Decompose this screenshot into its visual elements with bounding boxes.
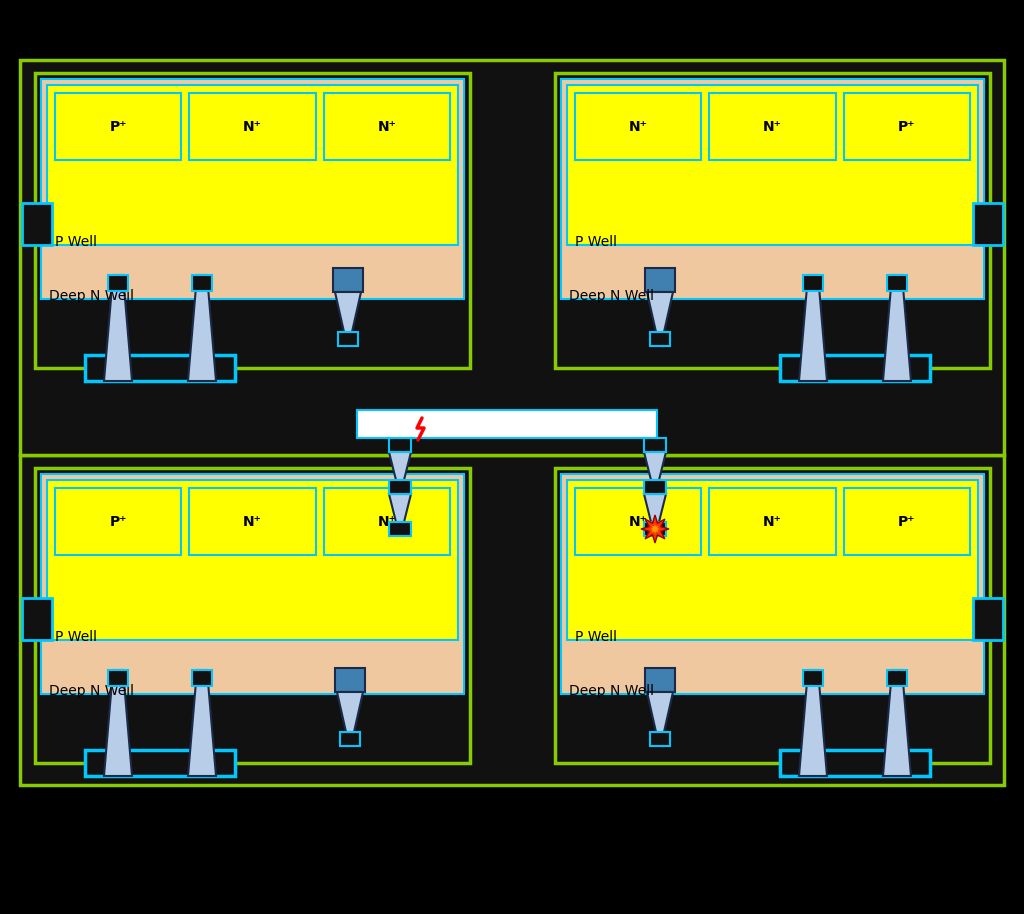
Polygon shape xyxy=(188,275,216,381)
Polygon shape xyxy=(883,670,911,776)
Bar xyxy=(20,455,1004,785)
Bar xyxy=(357,410,657,438)
Bar xyxy=(567,85,978,245)
Bar xyxy=(35,468,470,763)
Bar xyxy=(47,85,458,245)
Text: N⁺: N⁺ xyxy=(243,120,262,133)
Text: N⁺: N⁺ xyxy=(243,515,262,528)
Polygon shape xyxy=(799,670,827,776)
Polygon shape xyxy=(644,452,666,480)
Bar xyxy=(644,522,666,536)
Polygon shape xyxy=(389,452,411,480)
Polygon shape xyxy=(188,670,216,776)
Bar xyxy=(650,732,670,746)
Bar xyxy=(887,670,907,686)
Text: P⁺: P⁺ xyxy=(110,515,127,528)
Bar xyxy=(108,275,128,291)
Bar xyxy=(41,79,464,299)
Text: P Well: P Well xyxy=(55,235,97,249)
Bar xyxy=(85,355,234,381)
Polygon shape xyxy=(647,292,673,332)
Bar xyxy=(645,668,675,692)
Bar xyxy=(85,750,234,776)
Bar xyxy=(324,93,450,160)
Bar xyxy=(575,488,701,555)
Text: Deep N Well: Deep N Well xyxy=(49,684,134,698)
Bar xyxy=(340,732,360,746)
Bar xyxy=(335,668,365,692)
Text: N⁺: N⁺ xyxy=(763,120,782,133)
Bar xyxy=(567,480,978,640)
Bar xyxy=(561,474,984,694)
Bar xyxy=(35,73,470,368)
Polygon shape xyxy=(389,494,411,522)
Bar xyxy=(389,480,411,494)
Bar xyxy=(41,474,464,694)
Text: P Well: P Well xyxy=(55,630,97,644)
Bar xyxy=(650,332,670,346)
Bar xyxy=(324,488,450,555)
Bar xyxy=(844,488,970,555)
Text: N⁺: N⁺ xyxy=(763,515,782,528)
Bar xyxy=(561,79,984,299)
Text: P⁺: P⁺ xyxy=(110,120,127,133)
Bar xyxy=(193,670,212,686)
Polygon shape xyxy=(644,494,666,522)
Polygon shape xyxy=(335,292,361,332)
Text: P Well: P Well xyxy=(575,235,617,249)
Bar xyxy=(389,438,411,452)
Bar xyxy=(333,268,362,292)
Bar xyxy=(108,670,128,686)
Bar xyxy=(189,93,315,160)
Bar xyxy=(193,275,212,291)
Text: N⁺: N⁺ xyxy=(629,515,647,528)
Bar xyxy=(644,438,666,452)
Polygon shape xyxy=(641,515,669,543)
Polygon shape xyxy=(647,692,673,732)
Bar xyxy=(575,93,701,160)
Bar xyxy=(803,670,823,686)
Bar xyxy=(389,522,411,536)
Polygon shape xyxy=(104,670,132,776)
Bar xyxy=(710,93,836,160)
Bar xyxy=(55,93,181,160)
Polygon shape xyxy=(650,524,659,534)
Polygon shape xyxy=(104,275,132,381)
Bar xyxy=(780,750,930,776)
Bar xyxy=(55,488,181,555)
Bar xyxy=(973,203,1002,245)
Bar xyxy=(973,598,1002,640)
Bar xyxy=(555,468,990,763)
Bar xyxy=(645,268,675,292)
Text: P⁺: P⁺ xyxy=(898,120,915,133)
Bar xyxy=(803,275,823,291)
Bar xyxy=(47,480,458,640)
Bar xyxy=(189,488,315,555)
Text: P⁺: P⁺ xyxy=(898,515,915,528)
Bar xyxy=(20,60,1004,455)
Text: Deep N Well: Deep N Well xyxy=(569,684,654,698)
Bar xyxy=(22,598,52,640)
Text: N⁺: N⁺ xyxy=(378,515,396,528)
Text: Deep N Well: Deep N Well xyxy=(569,289,654,303)
Text: P Well: P Well xyxy=(575,630,617,644)
Text: N⁺: N⁺ xyxy=(629,120,647,133)
Bar xyxy=(710,488,836,555)
Bar xyxy=(22,203,52,245)
Polygon shape xyxy=(883,275,911,381)
Bar xyxy=(844,93,970,160)
Bar xyxy=(887,275,907,291)
Text: Deep N Well: Deep N Well xyxy=(49,289,134,303)
Bar xyxy=(780,355,930,381)
Bar xyxy=(644,480,666,494)
Polygon shape xyxy=(799,275,827,381)
Polygon shape xyxy=(337,692,362,732)
Text: N⁺: N⁺ xyxy=(378,120,396,133)
Bar xyxy=(338,332,358,346)
Bar xyxy=(555,73,990,368)
